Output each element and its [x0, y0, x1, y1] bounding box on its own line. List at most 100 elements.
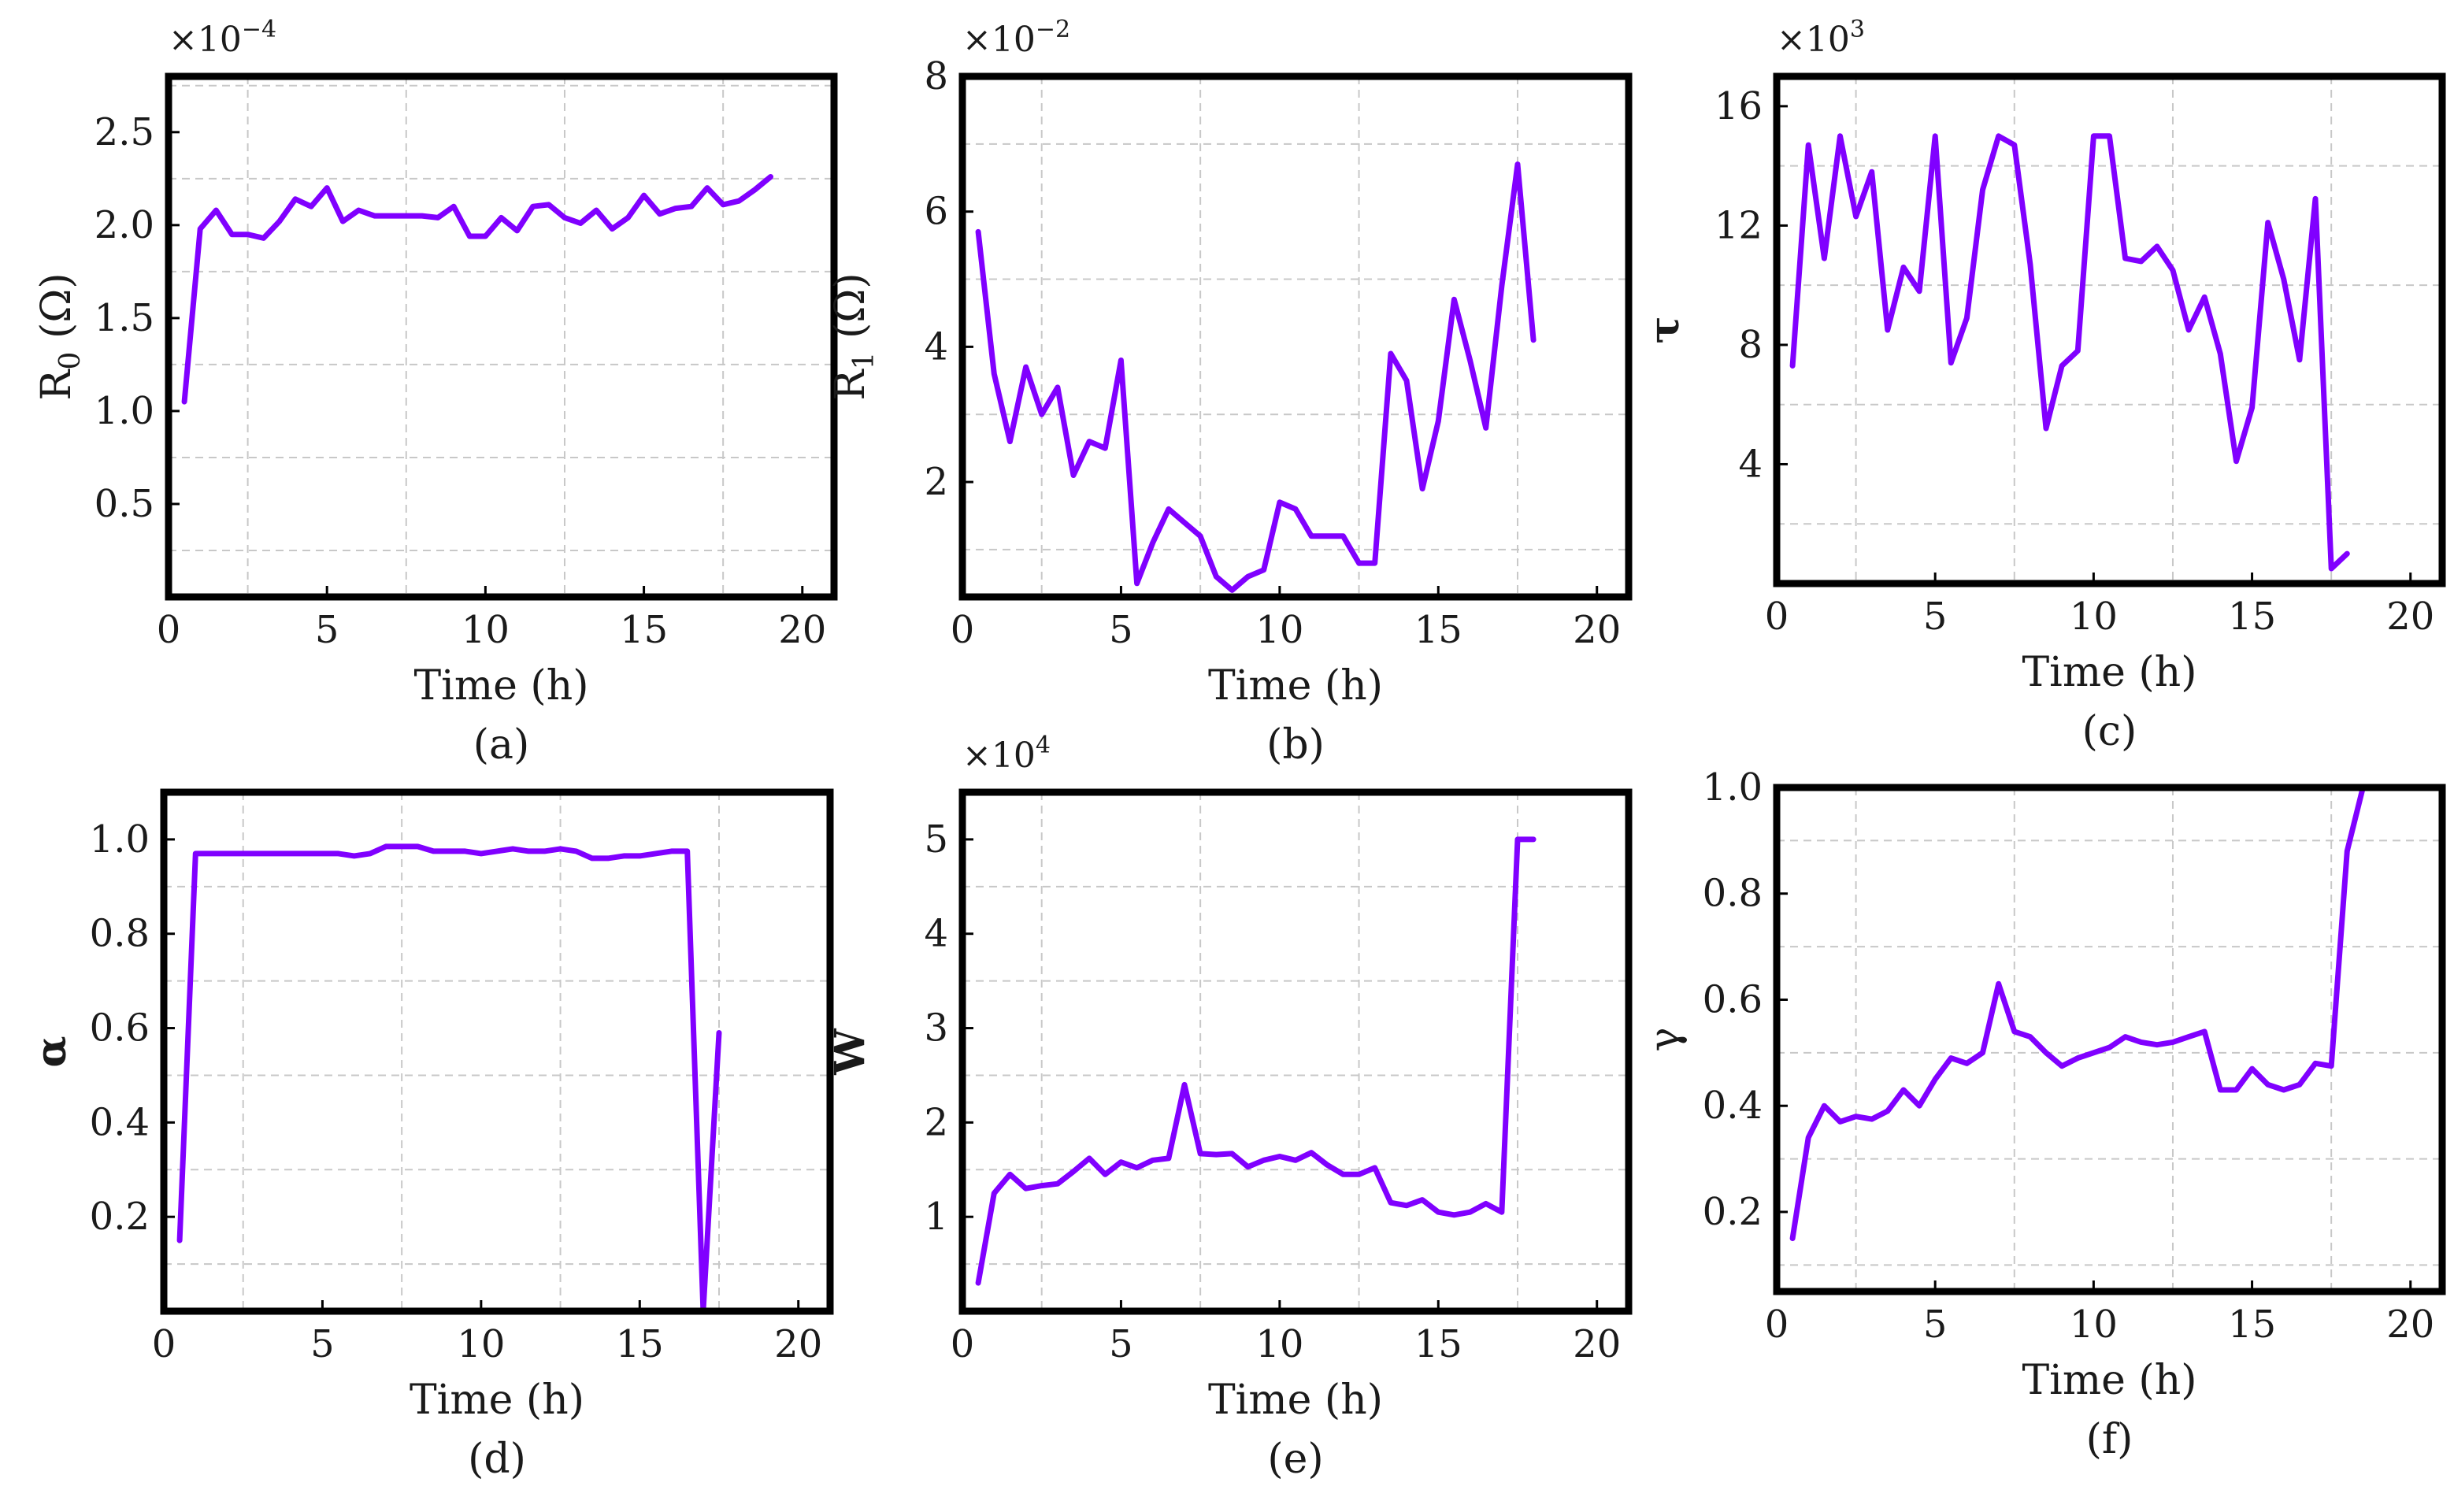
y-tick-label: 1.0 — [95, 389, 154, 433]
series-line — [975, 836, 1537, 1286]
subplot-caption: (d) — [468, 1436, 526, 1483]
x-tick-label: 20 — [2386, 595, 2434, 639]
y-tick-label: 0.8 — [1703, 872, 1763, 916]
x-tick-label: 15 — [616, 1322, 664, 1366]
x-tick-label: 15 — [2228, 1303, 2276, 1347]
x-tick-label: 0 — [1765, 595, 1789, 639]
x-tick-label: 20 — [1573, 608, 1621, 652]
y-axis-label-subscript: 1 — [848, 352, 880, 370]
subplot-caption: (e) — [1267, 1436, 1323, 1483]
subplot-caption: (b) — [1266, 721, 1325, 769]
y-axis-label-main: τ — [1640, 317, 1689, 344]
x-axis-label: Time (h) — [1208, 1377, 1383, 1424]
y-axis-label: α — [28, 1036, 76, 1067]
y-axis-label-subscript: 0 — [54, 352, 87, 370]
y-tick-label: 5 — [924, 817, 948, 862]
y-tick-label: 8 — [1738, 323, 1763, 367]
y-tick-label: 2 — [924, 1100, 948, 1144]
scale-multiplier-exponent: 4 — [1036, 732, 1051, 759]
scale-multiplier-base: ×10 — [962, 736, 1036, 776]
x-tick-label: 15 — [1414, 608, 1462, 652]
y-axis-label-main: R — [33, 369, 80, 401]
x-tick-label: 10 — [462, 608, 510, 652]
plot-frame — [1773, 784, 2446, 1295]
x-tick-label: 15 — [2228, 595, 2276, 639]
x-tick-label: 5 — [1923, 1303, 1948, 1347]
chart-f: 0 5 10 15 20 0.2 0.4 0.6 0.8 1.0 Time (h) γ (f) — [1641, 765, 2446, 1463]
gridlines — [962, 76, 1629, 597]
y-axis-label-main: R — [827, 369, 874, 401]
y-tick-label: 2 — [924, 460, 948, 504]
y-axis-label: τ — [1640, 317, 1689, 344]
x-axis-label: Time (h) — [414, 662, 589, 710]
series-line — [975, 161, 1537, 593]
y-axis-label: R0 (Ω) — [33, 272, 87, 400]
x-tick-label: 0 — [157, 608, 181, 652]
x-tick-label: 5 — [310, 1322, 335, 1366]
y-tick-label: 16 — [1714, 84, 1763, 128]
y-tick-label: 1.0 — [1703, 765, 1763, 810]
gridlines — [169, 76, 834, 597]
scale-multiplier-exponent: −2 — [1036, 16, 1070, 43]
x-tick-label: 20 — [2386, 1303, 2434, 1347]
y-tick-label: 2.0 — [95, 203, 154, 247]
x-tick-label: 0 — [951, 1322, 975, 1366]
y-axis-label: γ — [1641, 1027, 1689, 1051]
x-tick-label: 15 — [1414, 1322, 1462, 1366]
plot-frame — [958, 788, 1633, 1315]
scale-multiplier: ×10−4 — [169, 16, 276, 60]
x-tick-label: 10 — [1255, 608, 1303, 652]
y-tick-label: 1.5 — [95, 296, 154, 340]
x-tick-label: 5 — [1923, 595, 1948, 639]
x-tick-label: 10 — [457, 1322, 505, 1366]
y-axis-label-unit: (Ω) — [827, 272, 874, 351]
scale-multiplier-base: ×10 — [1777, 20, 1850, 60]
plot-frame — [160, 788, 834, 1315]
y-tick-label: 4 — [1738, 442, 1763, 486]
scale-multiplier-exponent: −4 — [242, 16, 276, 43]
y-tick-label: 0.6 — [1703, 977, 1763, 1021]
y-tick-label: 1.0 — [90, 817, 150, 862]
x-axis-label: Time (h) — [1208, 662, 1383, 710]
y-tick-label: 0.8 — [90, 912, 150, 956]
x-tick-label: 5 — [1109, 1322, 1133, 1366]
x-tick-label: 10 — [2070, 595, 2118, 639]
x-tick-label: 10 — [2070, 1303, 2118, 1347]
scale-multiplier: ×103 — [1777, 16, 1865, 60]
y-tick-label: 8 — [924, 54, 948, 98]
scale-multiplier: ×104 — [962, 732, 1051, 776]
y-axis-label-unit: (Ω) — [33, 272, 80, 351]
scale-multiplier-base: ×10 — [962, 20, 1036, 60]
y-tick-label: 4 — [924, 324, 948, 369]
y-tick-label: 6 — [924, 190, 948, 234]
series-line — [181, 174, 773, 405]
series-line — [176, 843, 722, 1314]
series-line — [1789, 784, 2366, 1242]
y-axis-label: W — [826, 1028, 874, 1076]
scale-multiplier-exponent: 3 — [1850, 16, 1865, 43]
plot-frame — [165, 72, 838, 601]
chart-d: 0 5 10 15 20 0.2 0.4 0.6 0.8 1.0 Time (h) α (d) — [28, 788, 834, 1483]
x-tick-label: 5 — [1109, 608, 1133, 652]
y-tick-label: 0.2 — [1703, 1190, 1763, 1234]
plot-frame — [1773, 72, 2446, 587]
y-tick-label: 4 — [924, 912, 948, 956]
x-tick-label: 0 — [1765, 1303, 1789, 1347]
y-tick-label: 0.4 — [90, 1100, 150, 1144]
scale-multiplier: ×10−2 — [962, 16, 1070, 60]
y-axis-label-main: γ — [1641, 1027, 1689, 1051]
x-tick-label: 20 — [778, 608, 826, 652]
chart-b: 0 5 10 15 20 2 4 6 8 Time (h) R1 (Ω) ×10−2 (b) — [827, 16, 1633, 769]
x-axis-label: Time (h) — [2022, 649, 2197, 696]
y-tick-label: 0.2 — [90, 1195, 150, 1239]
y-axis-label: R1 (Ω) — [827, 272, 880, 400]
x-tick-label: 10 — [1255, 1322, 1303, 1366]
y-axis-label-main: α — [28, 1036, 76, 1067]
y-tick-label: 12 — [1714, 203, 1763, 247]
plot-frame — [958, 72, 1633, 601]
subplot-caption: (f) — [2086, 1416, 2133, 1463]
